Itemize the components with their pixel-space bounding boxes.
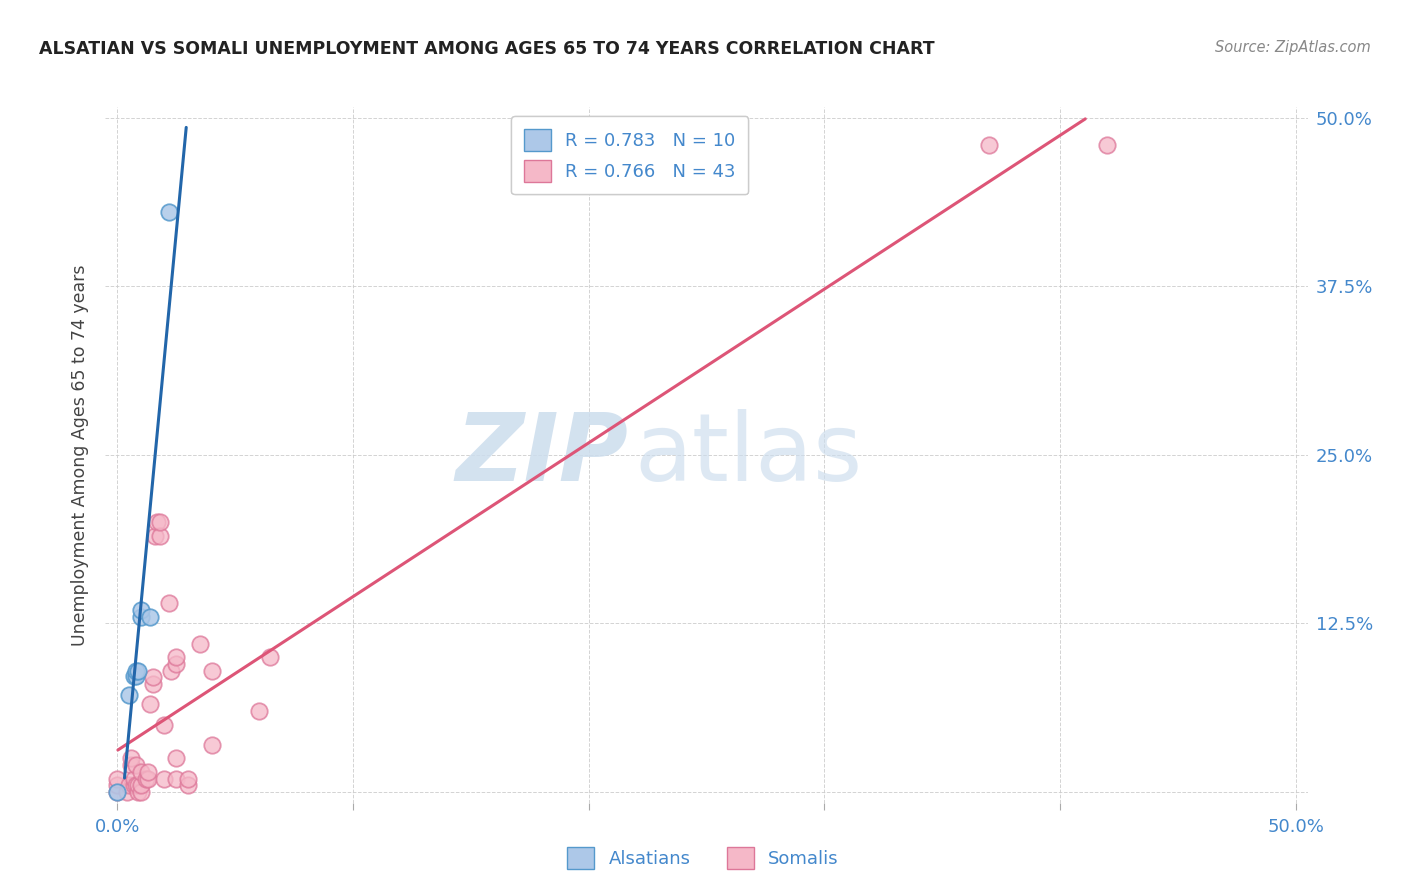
Point bbox=[129, 609, 152, 624]
Point bbox=[136, 772, 159, 786]
Text: ZIP: ZIP bbox=[456, 409, 628, 501]
Point bbox=[125, 758, 148, 772]
Point bbox=[129, 785, 152, 799]
Point bbox=[127, 785, 149, 799]
Point bbox=[259, 650, 281, 665]
Point bbox=[1097, 137, 1119, 152]
Point bbox=[142, 677, 165, 691]
Legend: R = 0.783   N = 10, R = 0.766   N = 43: R = 0.783 N = 10, R = 0.766 N = 43 bbox=[512, 116, 748, 194]
Point bbox=[149, 516, 172, 530]
Point bbox=[153, 717, 176, 731]
Point bbox=[136, 764, 159, 779]
Point bbox=[157, 596, 180, 610]
Point bbox=[177, 778, 200, 792]
Point bbox=[135, 772, 157, 786]
Text: Source: ZipAtlas.com: Source: ZipAtlas.com bbox=[1215, 40, 1371, 55]
Point bbox=[125, 669, 148, 683]
Point bbox=[153, 772, 176, 786]
Point bbox=[165, 772, 187, 786]
Point bbox=[105, 772, 128, 786]
Point bbox=[157, 205, 180, 219]
Point bbox=[105, 778, 128, 792]
Point bbox=[177, 772, 200, 786]
Point bbox=[139, 698, 162, 712]
Point bbox=[200, 664, 222, 678]
Point bbox=[122, 778, 145, 792]
Text: atlas: atlas bbox=[634, 409, 863, 501]
Point bbox=[120, 751, 142, 765]
Point bbox=[127, 664, 149, 678]
Legend: Alsatians, Somalis: Alsatians, Somalis bbox=[558, 838, 848, 879]
Point bbox=[122, 669, 145, 683]
Point bbox=[115, 785, 138, 799]
Point bbox=[129, 778, 152, 792]
Point bbox=[125, 778, 148, 792]
Point bbox=[142, 670, 165, 684]
Point bbox=[165, 650, 187, 665]
Point bbox=[129, 764, 152, 779]
Point bbox=[105, 785, 128, 799]
Point bbox=[247, 704, 270, 718]
Text: ALSATIAN VS SOMALI UNEMPLOYMENT AMONG AGES 65 TO 74 YEARS CORRELATION CHART: ALSATIAN VS SOMALI UNEMPLOYMENT AMONG AG… bbox=[39, 40, 935, 58]
Point bbox=[120, 758, 142, 772]
Point bbox=[143, 529, 166, 543]
Point bbox=[160, 664, 183, 678]
Y-axis label: Unemployment Among Ages 65 to 74 years: Unemployment Among Ages 65 to 74 years bbox=[72, 264, 90, 646]
Point bbox=[125, 664, 148, 678]
Point bbox=[139, 609, 162, 624]
Point bbox=[129, 603, 152, 617]
Point bbox=[165, 751, 187, 765]
Point bbox=[118, 688, 141, 702]
Point bbox=[979, 137, 1001, 152]
Point bbox=[105, 785, 128, 799]
Point bbox=[146, 516, 169, 530]
Point bbox=[149, 529, 172, 543]
Point bbox=[127, 778, 149, 792]
Point bbox=[122, 772, 145, 786]
Point bbox=[165, 657, 187, 671]
Point bbox=[200, 738, 222, 752]
Point bbox=[188, 637, 211, 651]
Point bbox=[118, 778, 141, 792]
